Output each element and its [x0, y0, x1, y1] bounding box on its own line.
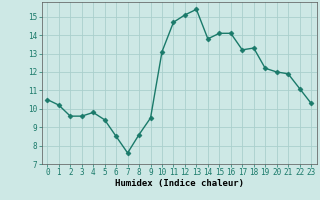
X-axis label: Humidex (Indice chaleur): Humidex (Indice chaleur) [115, 179, 244, 188]
